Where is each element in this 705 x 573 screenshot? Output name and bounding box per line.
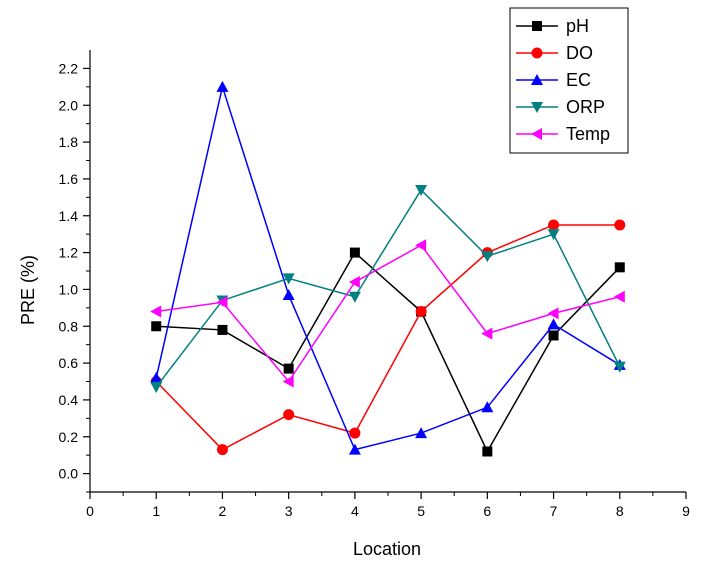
x-tick-label: 2 (219, 503, 227, 519)
data-point-ph (614, 262, 625, 273)
y-tick-label: 0.0 (59, 466, 79, 482)
data-point-ec (282, 288, 295, 300)
data-point-temp (282, 375, 294, 388)
x-tick-label: 6 (483, 503, 491, 519)
legend-label-temp: Temp (566, 124, 610, 144)
data-point-ph (349, 247, 360, 258)
data-point-ec (348, 443, 361, 455)
data-point-ph (217, 324, 228, 335)
data-point-temp (150, 305, 162, 318)
legend-label-do: DO (566, 43, 593, 63)
x-tick-label: 3 (285, 503, 293, 519)
y-tick-label: 1.4 (59, 208, 79, 224)
y-tick-label: 1.0 (59, 281, 79, 297)
series-line-ec (155, 83, 621, 451)
data-point-ec (150, 371, 163, 383)
axes: 0 1 2 3 4 5 6 7 8 9 0.0 0.2 0.4 0.6 0.8 1.0 1.2 1.4 1.6 1.8… (59, 50, 690, 519)
x-tick-label: 4 (351, 503, 359, 519)
data-point-do (283, 409, 295, 421)
x-tick-label: 5 (417, 503, 425, 519)
data-point-orp (481, 251, 494, 263)
legend-marker-temp (531, 128, 542, 140)
data-point-orp (348, 291, 361, 303)
x-tick-label: 7 (550, 503, 558, 519)
series-line-do (155, 224, 620, 451)
legend-label-ec: EC (566, 70, 591, 90)
y-tick-label: 0.6 (59, 355, 79, 371)
series-line-ph (156, 251, 621, 454)
series-line-orp (155, 188, 621, 388)
y-axis-title: PRE (%) (18, 255, 38, 325)
data-point-temp (481, 327, 493, 340)
x-tick-label: 8 (616, 503, 624, 519)
data-point-ec (216, 80, 229, 92)
y-tick-label: 2.0 (59, 97, 79, 113)
data-point-orp (415, 184, 428, 196)
data-point-ph (482, 446, 493, 457)
legend-marker-ph (532, 21, 542, 31)
legend-marker-ec (531, 74, 543, 85)
data-point-orp (613, 361, 626, 373)
data-point-temp (216, 296, 228, 309)
data-point-ph (283, 363, 294, 374)
x-tick-label: 0 (86, 503, 94, 519)
data-point-orp (150, 382, 163, 394)
legend-label-ph: pH (566, 16, 589, 36)
plot-area (150, 80, 626, 457)
data-point-temp (348, 276, 360, 289)
y-tick-label: 0.2 (59, 429, 79, 445)
data-point-do (216, 444, 228, 456)
data-point-do (415, 306, 427, 318)
data-point-ec (481, 401, 494, 413)
data-point-temp (547, 307, 559, 320)
data-point-do (548, 219, 560, 231)
x-tick-label: 1 (152, 503, 160, 519)
data-point-orp (547, 229, 560, 241)
data-point-ec (547, 318, 560, 330)
y-tick-label: 2.2 (59, 60, 79, 76)
data-point-ec (415, 427, 428, 439)
y-tick-label: 0.4 (59, 392, 79, 408)
data-point-ph (548, 330, 559, 341)
data-point-temp (415, 239, 427, 252)
legend-label-orp: ORP (566, 97, 605, 117)
data-point-ph (151, 321, 162, 332)
legend-marker-do (531, 47, 543, 59)
data-point-do (614, 219, 626, 231)
data-point-do (349, 427, 361, 439)
x-tick-label: 9 (682, 503, 690, 519)
y-tick-label: 1.6 (59, 171, 79, 187)
y-tick-label: 1.2 (59, 245, 79, 261)
data-point-orp (282, 273, 295, 285)
legend-marker-orp (531, 102, 543, 113)
data-point-temp (613, 290, 625, 303)
x-axis-title: Location (353, 539, 421, 559)
series-line-temp (156, 244, 620, 383)
y-tick-label: 0.8 (59, 318, 79, 334)
legend: pH DO EC ORP Temp (509, 7, 629, 154)
y-tick-label: 1.8 (59, 134, 79, 150)
